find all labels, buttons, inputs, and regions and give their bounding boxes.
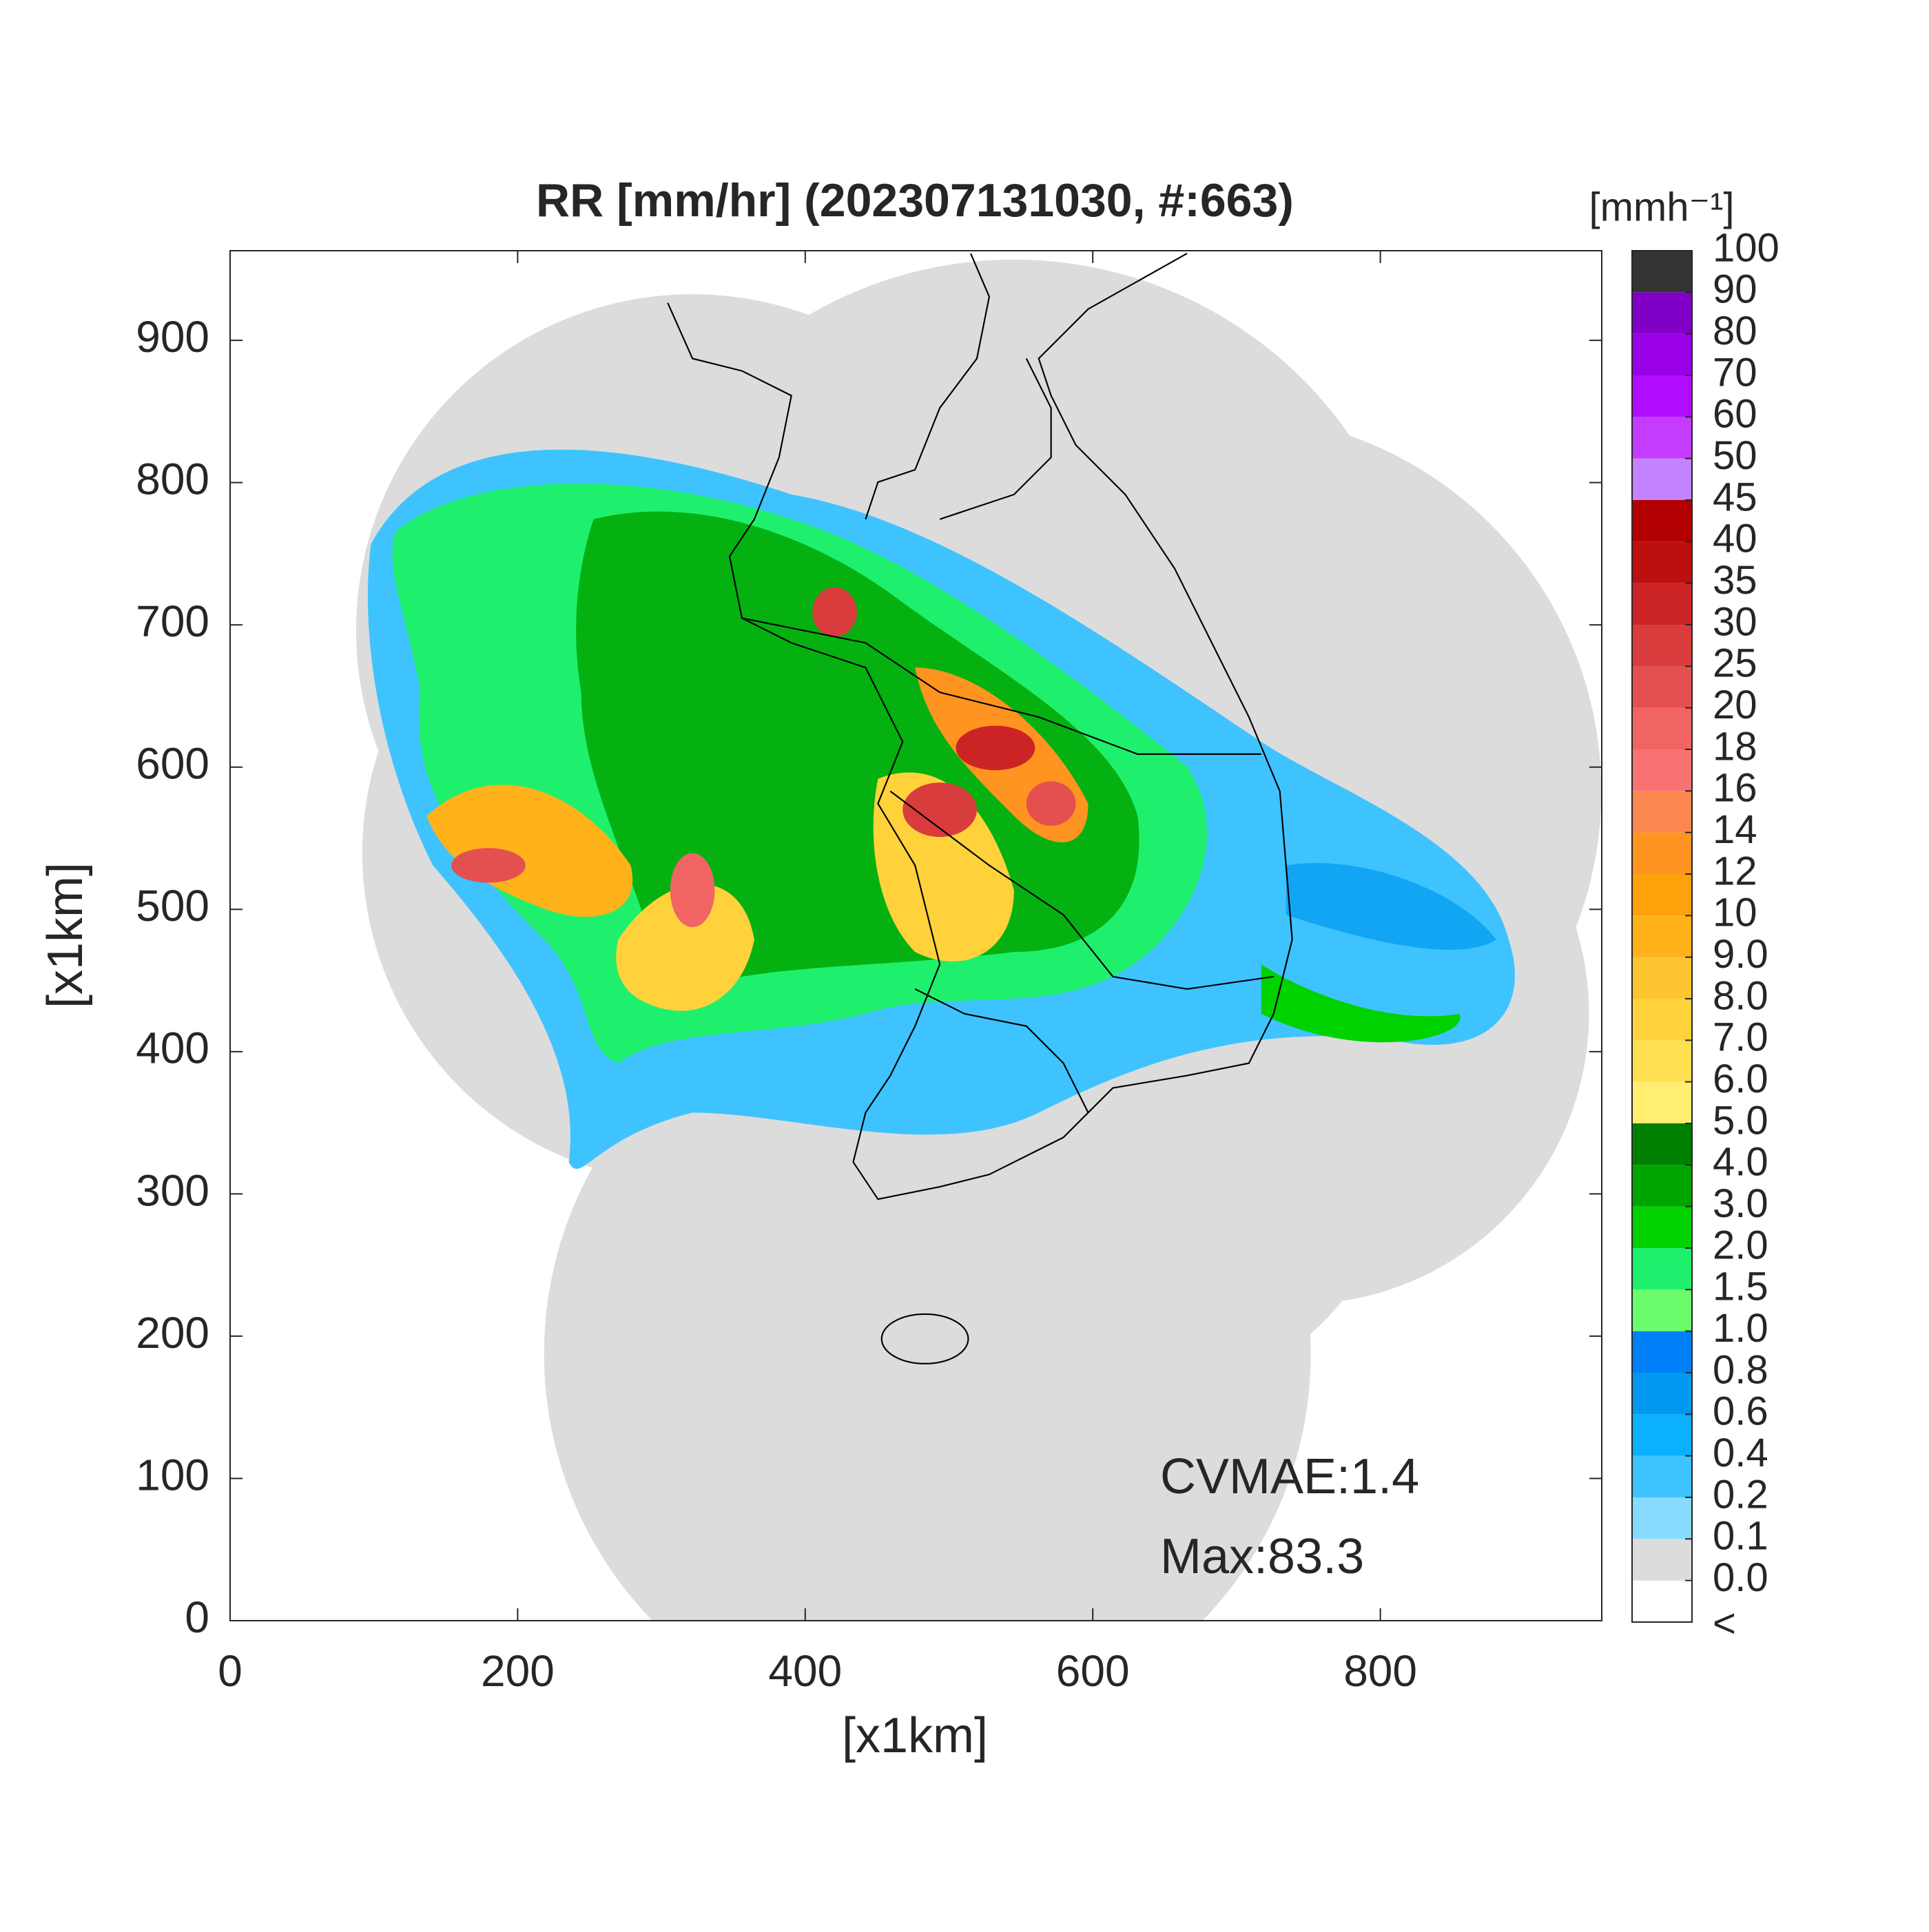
colorbar-tick-label: < (1713, 1601, 1736, 1645)
colorbar-box (1632, 251, 1692, 293)
colorbar-frame (1631, 250, 1693, 1623)
colorbar-box (1632, 1414, 1692, 1456)
colorbar-box (1632, 458, 1692, 500)
y-tick-label: 400 (136, 1024, 209, 1073)
axes-frame (229, 250, 1602, 1621)
colorbar-box (1632, 1455, 1692, 1497)
y-tick-label: 900 (136, 312, 209, 362)
colorbar-box (1632, 832, 1692, 874)
colorbar-tick-label: 0.2 (1713, 1472, 1768, 1517)
y-tick-label: 500 (136, 881, 209, 931)
colorbar-box (1632, 1539, 1692, 1581)
rain-echoes (367, 449, 1515, 1169)
colorbar-box (1632, 333, 1692, 375)
colorbar-box (1632, 583, 1692, 625)
colorbar-box (1632, 791, 1692, 833)
colorbar-tick-label: 5.0 (1713, 1098, 1768, 1143)
colorbar-box (1632, 1248, 1692, 1290)
colorbar-tick-label: 0.0 (1713, 1555, 1768, 1600)
x-tick-label: 200 (481, 1646, 555, 1696)
colorbar-box (1632, 1331, 1692, 1373)
colorbar-box (1632, 1081, 1692, 1123)
colorbar-tick-label: 80 (1713, 309, 1757, 353)
y-axis-label: [x1km] (38, 862, 93, 1008)
x-tick-label: 600 (1056, 1646, 1130, 1696)
colorbar-box (1632, 915, 1692, 957)
colorbar-box (1632, 292, 1692, 334)
colorbar-tick-label: 14 (1713, 807, 1757, 852)
colorbar-tick-label: 60 (1713, 392, 1757, 437)
colorbar-box (1632, 666, 1692, 708)
radar-field (355, 253, 1602, 1621)
colorbar-tick-label: 40 (1713, 517, 1757, 561)
y-tick-label: 200 (136, 1308, 209, 1358)
colorbar-tick-label: 90 (1713, 267, 1757, 312)
colorbar-box (1632, 1580, 1692, 1622)
colorbar-tick-label: 20 (1713, 683, 1757, 727)
colorbar-tick-label: 0.1 (1713, 1514, 1768, 1559)
colorbar-box (1632, 1289, 1692, 1331)
y-tick-label: 300 (136, 1165, 209, 1215)
colorbar-tick-label: 30 (1713, 599, 1757, 644)
y-tick-label: 800 (136, 455, 209, 504)
colorbar-box (1632, 625, 1692, 667)
y-tick-label: 600 (136, 739, 209, 789)
colorbar-box (1632, 1373, 1692, 1415)
colorbar-tick-label: 3.0 (1713, 1181, 1768, 1226)
x-tick-label: 800 (1343, 1646, 1417, 1696)
colorbar-tick-label: 10 (1713, 891, 1757, 935)
colorbar-tick-label: 8.0 (1713, 973, 1768, 1018)
x-tick-label: 0 (218, 1646, 243, 1696)
colorbar-box (1632, 957, 1692, 999)
colorbar-tick-label: 18 (1713, 724, 1757, 769)
x-tick-label: 400 (768, 1646, 842, 1696)
colorbar-tick-label: 45 (1713, 475, 1757, 519)
colorbar-tick-label: 2.0 (1713, 1223, 1768, 1267)
colorbar-tick-label: 35 (1713, 558, 1757, 603)
colorbar-box (1632, 999, 1692, 1041)
y-tick-label: 100 (136, 1450, 209, 1499)
colorbar-box (1632, 500, 1692, 542)
y-tick-label: 700 (136, 596, 209, 646)
colorbar-tick-label: 16 (1713, 766, 1757, 811)
colorbar-tick-label: 0.6 (1713, 1389, 1768, 1434)
colorbar-box (1632, 1040, 1692, 1082)
coastline (667, 253, 1293, 1364)
colorbar-box (1632, 707, 1692, 749)
colorbar-box (1632, 541, 1692, 583)
colorbar-box (1632, 375, 1692, 417)
colorbar-tick-label: 50 (1713, 433, 1757, 478)
colorbar-box (1632, 874, 1692, 916)
chart-title: RR [mm/hr] (202307131030, #:663) (536, 174, 1294, 227)
x-axis-label: [x1km] (842, 1708, 988, 1763)
colorbar-tick-label: 4.0 (1713, 1140, 1768, 1185)
colorbar-tick-label: 1.0 (1713, 1306, 1768, 1351)
colorbar-tick-label: 1.5 (1713, 1265, 1768, 1309)
annotation: Max:83.3 (1160, 1529, 1364, 1584)
colorbar-box (1632, 1165, 1692, 1207)
colorbar-tick-label: 0.4 (1713, 1431, 1768, 1475)
colorbar-tick-label: 70 (1713, 350, 1757, 395)
colorbar-box (1632, 1123, 1692, 1165)
colorbar-tick-label: 25 (1713, 641, 1757, 686)
colorbar-box (1632, 1206, 1692, 1248)
colorbar-tick-label: 6.0 (1713, 1057, 1768, 1101)
colorbar-tick-label: 9.0 (1713, 932, 1768, 977)
colorbar-box (1632, 417, 1692, 459)
colorbar-label: [mmh⁻¹] (1589, 185, 1734, 229)
colorbar-tick-label: 7.0 (1713, 1015, 1768, 1060)
colorbar-box (1632, 749, 1692, 791)
y-tick-label: 0 (185, 1592, 209, 1642)
colorbar-box (1632, 1497, 1692, 1539)
annotation: CVMAE:1.4 (1160, 1449, 1419, 1504)
colorbar-tick-label: 100 (1713, 225, 1780, 270)
colorbar-tick-label: 0.8 (1713, 1347, 1768, 1392)
colorbar-tick-label: 12 (1713, 849, 1757, 893)
